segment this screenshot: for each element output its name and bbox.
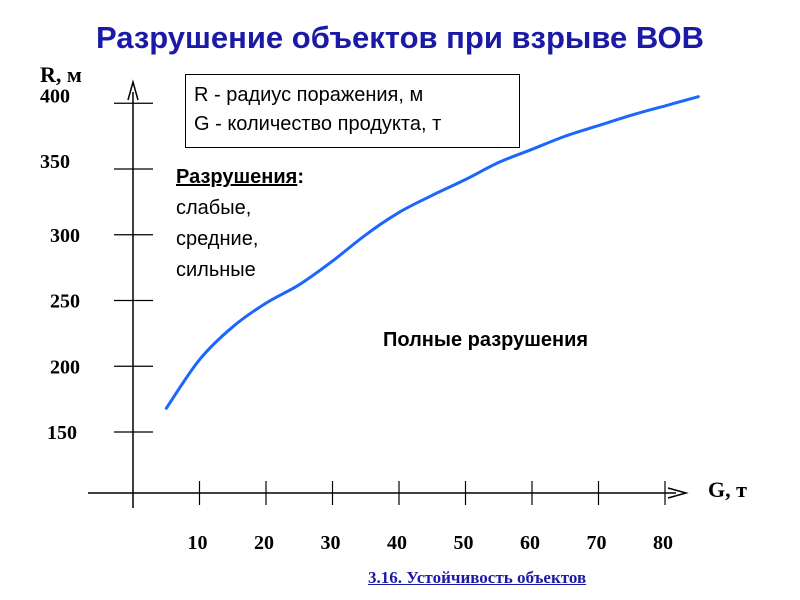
x-tick-label: 80 bbox=[653, 532, 673, 554]
x-tick-label: 10 bbox=[188, 532, 208, 554]
y-tick-label: 250 bbox=[50, 291, 80, 313]
x-tick-label: 60 bbox=[520, 532, 540, 554]
full-destruction-label: Полные разрушения bbox=[383, 329, 589, 351]
y-tick-label: 150 bbox=[47, 422, 77, 444]
x-tick-label: 70 bbox=[587, 532, 607, 554]
x-tick-label: 50 bbox=[454, 532, 474, 554]
legend-line-radius: R - радиус поражения, м bbox=[194, 84, 424, 106]
damage-heading-colon: : bbox=[297, 166, 304, 188]
footer-link[interactable]: 3.16. Устойчивость объектов bbox=[368, 568, 587, 587]
damage-strong: сильные bbox=[176, 259, 256, 281]
y-tick-label: 300 bbox=[50, 225, 80, 247]
damage-note: Разрушения: слабые, средние, сильные bbox=[176, 162, 304, 286]
y-tick-label: 350 bbox=[40, 151, 70, 173]
damage-heading-text: Разрушения bbox=[176, 166, 298, 188]
damage-weak: слабые, bbox=[176, 197, 252, 219]
y-tick-label: 200 bbox=[50, 356, 80, 378]
damage-heading: Разрушения: bbox=[176, 162, 304, 193]
legend-box: R - радиус поражения, м G - количество п… bbox=[185, 74, 520, 148]
x-axis-label: G, т bbox=[708, 477, 747, 502]
x-tick-label: 30 bbox=[321, 532, 341, 554]
x-tick-label: 20 bbox=[254, 532, 274, 554]
y-axis-label: R, м bbox=[40, 62, 82, 87]
series-line bbox=[164, 95, 700, 410]
y-tick-label: 400 bbox=[40, 85, 70, 107]
damage-medium: средние, bbox=[176, 228, 259, 250]
x-axis-arrow bbox=[667, 487, 689, 499]
x-tick-label: 40 bbox=[387, 532, 407, 554]
y-axis-arrow bbox=[127, 79, 139, 101]
legend-line-quantity: G - количество продукта, т bbox=[194, 113, 442, 135]
chart-title: Разрушение объектов при взрыве ВОВ bbox=[95, 20, 704, 55]
